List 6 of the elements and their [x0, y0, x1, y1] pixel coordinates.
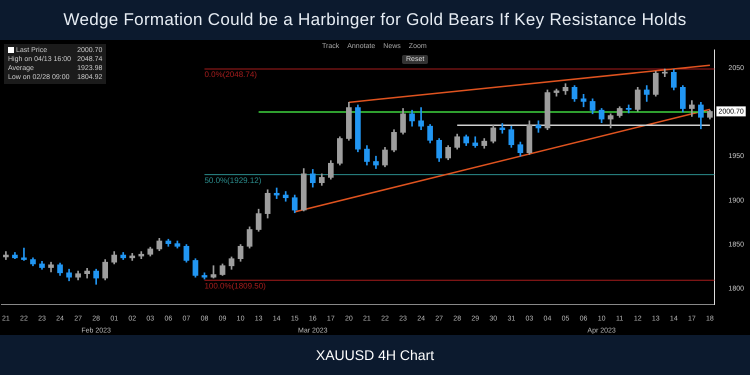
- ref-line-label: 100.0%(1809.50): [204, 282, 266, 291]
- candlestick: [21, 248, 27, 261]
- text: XAUUSD 4H Chart: [314, 346, 436, 365]
- chart-title: Wedge Formation Could be a Harbinger for Gold Bears If Key Resistance Holds: [62, 9, 688, 31]
- ref-line-label: 0.0%(2048.74): [204, 70, 258, 80]
- ref-line-label: 50.0%(1929.12): [204, 176, 262, 185]
